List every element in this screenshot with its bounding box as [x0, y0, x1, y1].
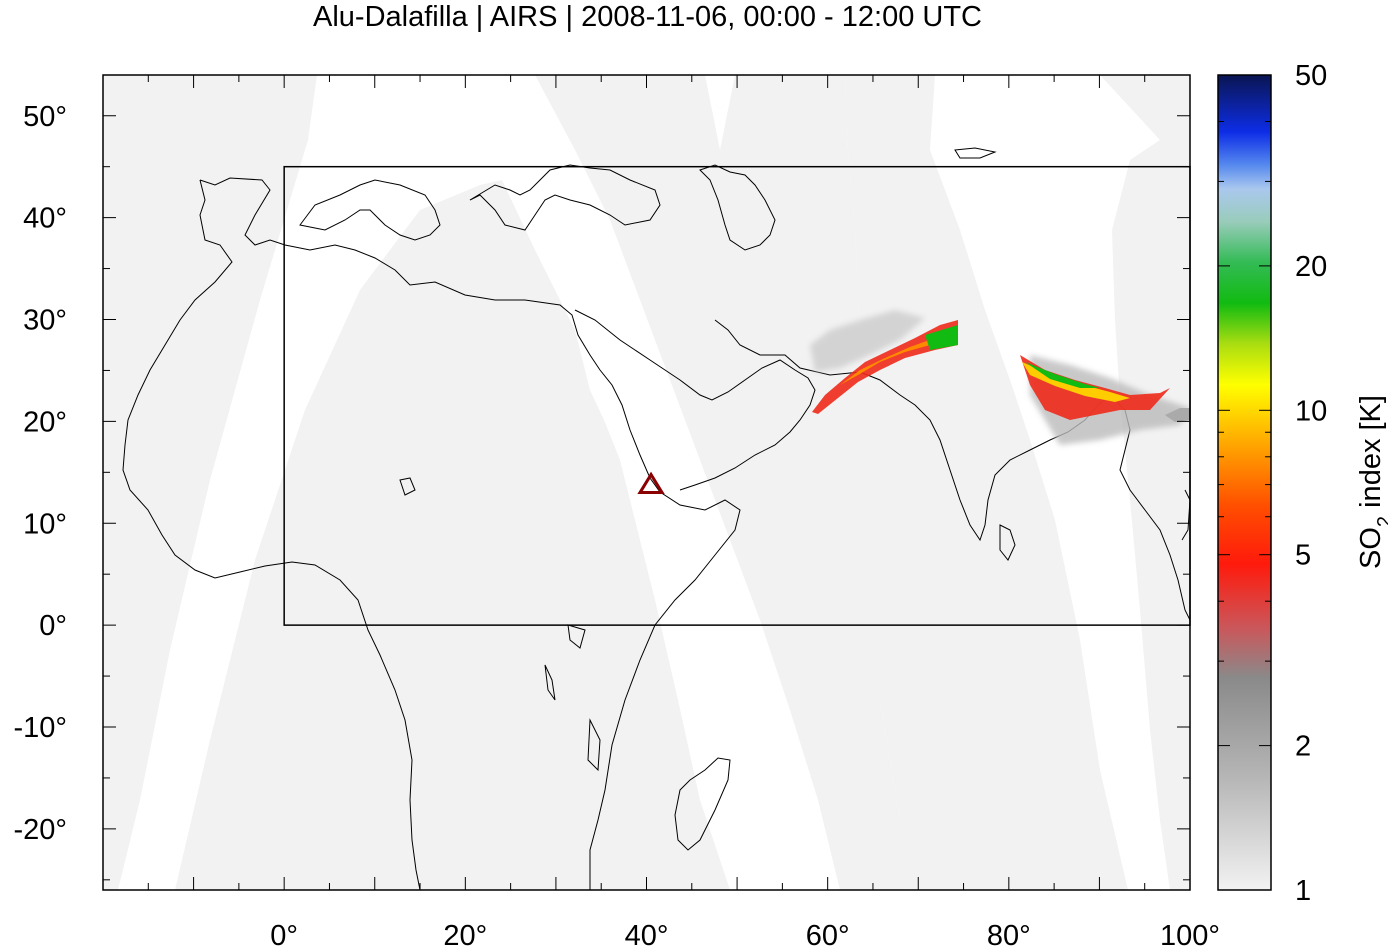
y-tick-label: 20° [23, 406, 67, 438]
x-tick-label: 0° [270, 920, 298, 950]
colorbar-tick-label: 50 [1295, 60, 1327, 92]
x-tick-label: 20° [443, 920, 487, 950]
y-tick-label: 30° [23, 305, 67, 337]
colorbar [1217, 74, 1272, 891]
colorbar-tick-label: 2 [1295, 731, 1311, 763]
x-tick-label: 80° [987, 920, 1031, 950]
y-tick-label: -10° [13, 712, 67, 744]
y-tick-label: 0° [39, 610, 67, 642]
x-axis: 0° 20° 40° 60° 80° 100° [102, 75, 1220, 950]
colorbar-ticks: 50 20 10 5 2 1 [1218, 60, 1327, 907]
colorbar-tick-label: 20 [1295, 251, 1327, 283]
volcano-marker [637, 471, 665, 495]
colorbar-label: SO2 index [K] [1355, 395, 1388, 569]
x-tick-label: 60° [806, 920, 850, 950]
y-tick-label: 10° [23, 508, 67, 540]
colorbar-tick-label: 10 [1295, 395, 1327, 427]
colorbar-tick-label: 5 [1295, 540, 1311, 572]
satellite-swaths [103, 75, 1190, 890]
map-title: Alu-Dalafilla | AIRS | 2008-11-06, 00:00… [313, 1, 982, 33]
x-tick-label: 40° [625, 920, 669, 950]
so2-plume [810, 310, 1190, 445]
y-tick-label: 50° [23, 101, 67, 133]
coastlines [122, 147, 1190, 890]
x-tick-label: 100° [1160, 920, 1220, 950]
y-tick-label: 40° [23, 203, 67, 235]
colorbar-tick-label: 1 [1295, 875, 1311, 907]
y-tick-label: -20° [13, 814, 67, 846]
y-axis: 50° 40° 30° 20° 10° 0° -10° -20° [13, 101, 1190, 881]
